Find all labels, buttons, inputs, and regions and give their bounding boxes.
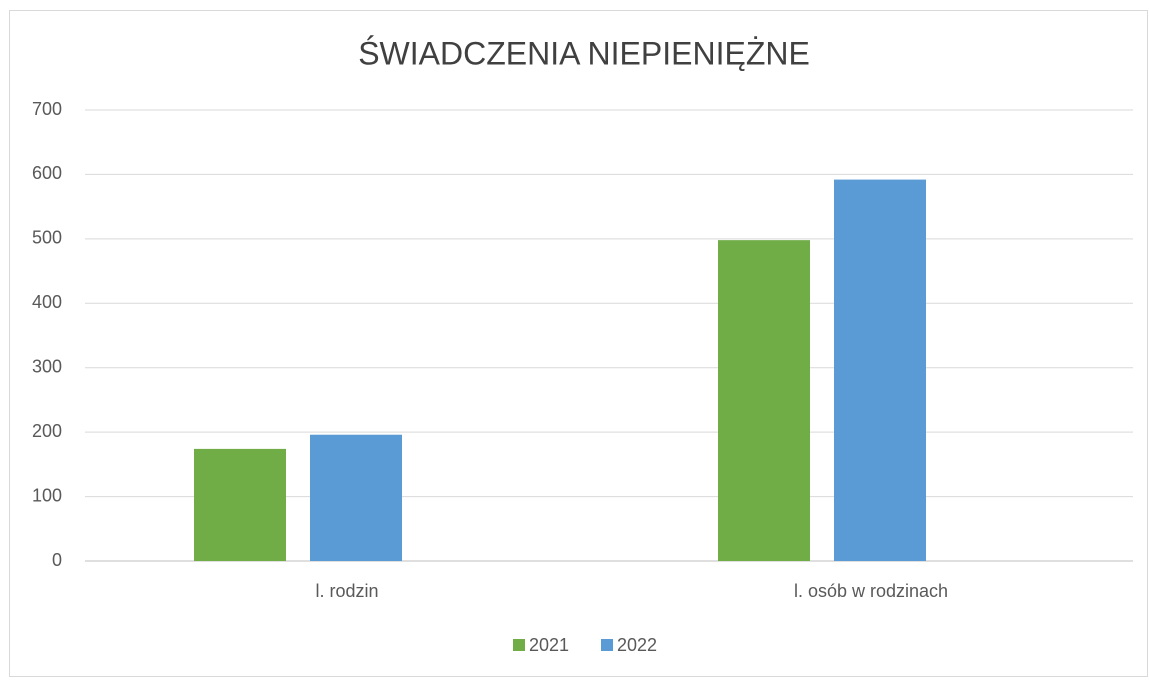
bar xyxy=(834,179,926,561)
bar xyxy=(718,240,810,561)
y-tick-label: 700 xyxy=(32,99,62,119)
bar xyxy=(310,434,402,561)
legend-label: 2022 xyxy=(617,635,657,655)
y-tick-label: 200 xyxy=(32,421,62,441)
legend-swatch xyxy=(601,639,613,651)
chart-frame xyxy=(9,10,1148,677)
y-tick-label: 500 xyxy=(32,228,62,248)
y-tick-label: 300 xyxy=(32,356,62,376)
y-tick-label: 400 xyxy=(32,292,62,312)
legend-label: 2021 xyxy=(529,635,569,655)
legend-swatch xyxy=(513,639,525,651)
bar xyxy=(194,448,286,561)
y-tick-label: 100 xyxy=(32,485,62,505)
y-tick-label: 0 xyxy=(52,550,62,570)
x-tick-label: l. osób w rodzinach xyxy=(794,581,948,601)
y-tick-label: 600 xyxy=(32,163,62,183)
chart-title: ŚWIADCZENIA NIEPIENIĘŻNE xyxy=(358,35,810,71)
x-tick-label: l. rodzin xyxy=(315,581,378,601)
